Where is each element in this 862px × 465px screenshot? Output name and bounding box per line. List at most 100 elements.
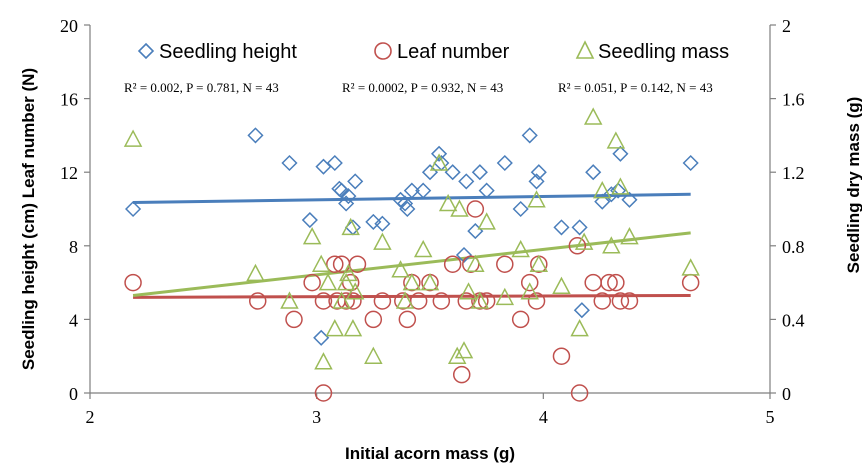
point-triangle — [574, 232, 594, 250]
point-diamond — [340, 188, 357, 205]
point-triangle — [606, 131, 626, 149]
point-triangle — [429, 153, 449, 171]
x-tick-label: 2 — [86, 407, 95, 427]
point-diamond — [512, 200, 529, 218]
point-triangle — [246, 263, 265, 282]
point-circle — [326, 255, 344, 273]
point-circle — [620, 292, 639, 310]
point-diamond — [573, 302, 590, 319]
point-circle — [600, 273, 618, 292]
point-diamond — [403, 182, 420, 199]
tick-marks — [84, 24, 776, 399]
left-y-tick-label: 4 — [69, 310, 78, 330]
point-triangle — [332, 291, 351, 309]
x-tick-label: 4 — [539, 407, 548, 427]
point-triangle — [345, 282, 365, 300]
point-diamond — [333, 182, 350, 199]
point-diamond — [247, 127, 264, 144]
right-y-axis-title: Seedling dry mass (g) — [844, 97, 862, 274]
point-diamond — [585, 164, 602, 181]
point-circle — [496, 255, 514, 273]
point-circle — [364, 310, 383, 329]
point-triangle — [336, 273, 356, 291]
point-diamond — [444, 164, 461, 181]
point-circle — [477, 292, 496, 310]
point-circle — [570, 384, 589, 402]
point-triangle — [302, 227, 322, 245]
legend: Seedling height Leaf number Seedling mas… — [137, 40, 729, 63]
legend-triangle-icon — [575, 40, 595, 59]
point-diamond — [125, 200, 142, 218]
stats-seedling-height: R² = 0.002, P = 0.781, N = 43 — [124, 80, 279, 95]
legend-circle-icon — [374, 42, 392, 60]
point-triangle — [583, 107, 603, 125]
point-diamond — [553, 219, 570, 236]
point-triangle — [343, 319, 363, 337]
point-triangle — [311, 254, 331, 272]
point-diamond — [528, 173, 545, 190]
point-triangle — [402, 273, 422, 291]
point-circle — [530, 255, 548, 273]
point-diamond — [612, 145, 629, 162]
point-circle — [314, 384, 333, 402]
point-triangle — [325, 319, 345, 337]
point-triangle — [527, 190, 546, 208]
point-diamond — [571, 219, 588, 236]
point-diamond — [365, 213, 382, 230]
point-triangle — [339, 263, 358, 282]
point-triangle — [529, 254, 549, 272]
point-circle — [421, 273, 439, 292]
point-triangle — [123, 129, 143, 147]
point-diamond — [471, 164, 488, 181]
point-triangle — [611, 177, 630, 195]
left-y-tick-label: 16 — [60, 90, 78, 110]
point-circle — [248, 292, 267, 310]
point-circle — [520, 273, 539, 292]
point-triangle — [373, 232, 392, 250]
point-diamond — [458, 173, 475, 190]
point-circle — [511, 310, 530, 329]
data-markers — [123, 107, 700, 402]
point-diamond — [431, 145, 448, 162]
point-diamond — [415, 182, 432, 199]
right-y-tick-label: 0.4 — [782, 310, 805, 330]
point-diamond — [478, 182, 495, 199]
point-circle — [443, 255, 462, 273]
x-tick-label: 5 — [766, 407, 775, 427]
trend-line-triangle — [132, 231, 691, 297]
point-triangle — [341, 217, 360, 236]
point-circle — [314, 292, 333, 310]
point-circle — [373, 292, 392, 310]
point-triangle — [391, 260, 410, 278]
point-diamond — [421, 164, 439, 181]
legend-label-seedling-mass: Seedling mass — [598, 41, 729, 63]
point-circle — [348, 255, 367, 273]
point-diamond — [455, 246, 473, 264]
right-y-tick-label: 1.2 — [782, 163, 805, 183]
point-triangle — [520, 282, 539, 300]
point-circle — [124, 273, 142, 292]
point-diamond — [594, 193, 611, 210]
point-triangle — [552, 276, 571, 295]
point-circle — [409, 292, 428, 310]
point-circle — [681, 273, 700, 292]
point-triangle — [570, 319, 589, 337]
legend-diamond-icon — [137, 42, 155, 60]
point-diamond — [399, 200, 416, 218]
point-circle — [452, 365, 471, 384]
point-diamond — [521, 127, 538, 144]
right-y-tick-label: 2 — [782, 16, 791, 36]
left-y-tick-label: 12 — [60, 163, 78, 183]
point-triangle — [477, 212, 496, 230]
point-diamond — [621, 191, 638, 208]
point-diamond — [374, 215, 391, 232]
point-circle — [611, 292, 630, 310]
point-triangle — [466, 254, 485, 272]
point-triangle — [318, 273, 338, 291]
left-y-tick-label: 8 — [69, 237, 78, 257]
stats-seedling-mass: R² = 0.051, P = 0.142, N = 43 — [558, 80, 713, 95]
left-y-axis-title: Seedling height (cm) Leaf number (N) — [19, 68, 38, 370]
legend-label-seedling-height: Seedling height — [159, 41, 297, 63]
point-circle — [332, 255, 351, 273]
